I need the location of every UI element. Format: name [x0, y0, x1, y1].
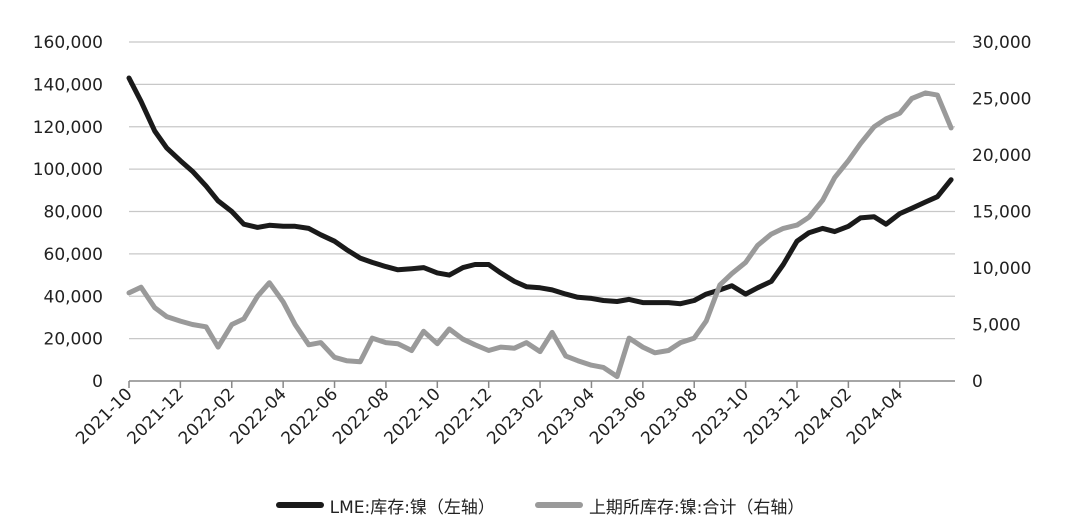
grid-lines: [129, 41, 955, 340]
legend: LME:库存:镍（左轴） 上期所库存:镍:合计（右轴）: [0, 490, 1080, 520]
series-line-shfe: [126, 90, 954, 379]
legend-item-lme: LME:库存:镍（左轴）: [275, 493, 495, 518]
legend-label-lme: LME:库存:镍（左轴）: [329, 497, 495, 518]
right-tick-label: 30,000: [972, 33, 1031, 53]
legend-swatch-lme: [275, 502, 324, 508]
right-tick-label: 10,000: [972, 259, 1031, 279]
left-tick-label: 0: [92, 372, 103, 392]
legend-item-shfe: 上期所库存:镍:合计（右轴）: [534, 493, 805, 518]
left-tick-label: 160,000: [33, 33, 103, 53]
right-axis-ticks: 0 5,000 10,000 15,000 20,000 25,000 30,000: [972, 33, 1031, 392]
left-tick-label: 100,000: [33, 160, 103, 180]
right-tick-label: 20,000: [972, 146, 1031, 166]
left-tick-label: 40,000: [44, 287, 103, 307]
x-axis-ticks: 2021-102021-122022-022022-042022-062022-…: [72, 384, 907, 448]
legend-swatch-shfe: [534, 502, 583, 508]
left-tick-label: 140,000: [33, 75, 103, 95]
right-tick-label: 0: [972, 372, 983, 392]
left-tick-label: 60,000: [44, 245, 103, 265]
right-tick-label: 15,000: [972, 203, 1031, 223]
right-tick-label: 25,000: [972, 90, 1031, 110]
right-tick-label: 5,000: [972, 316, 1021, 336]
left-axis-ticks: 0 20,000 40,000 60,000 80,000 100,000 120,000 1…: [33, 33, 103, 392]
left-tick-label: 20,000: [44, 330, 103, 350]
legend-label-shfe: 上期所库存:镍:合计（右轴）: [588, 497, 805, 518]
left-tick-label: 120,000: [33, 118, 103, 138]
axes: [128, 380, 955, 388]
series-lines: [126, 75, 954, 379]
series-line-lme: [126, 75, 954, 307]
x-tick-label: 2024-04: [843, 384, 907, 448]
left-tick-label: 80,000: [44, 203, 103, 223]
